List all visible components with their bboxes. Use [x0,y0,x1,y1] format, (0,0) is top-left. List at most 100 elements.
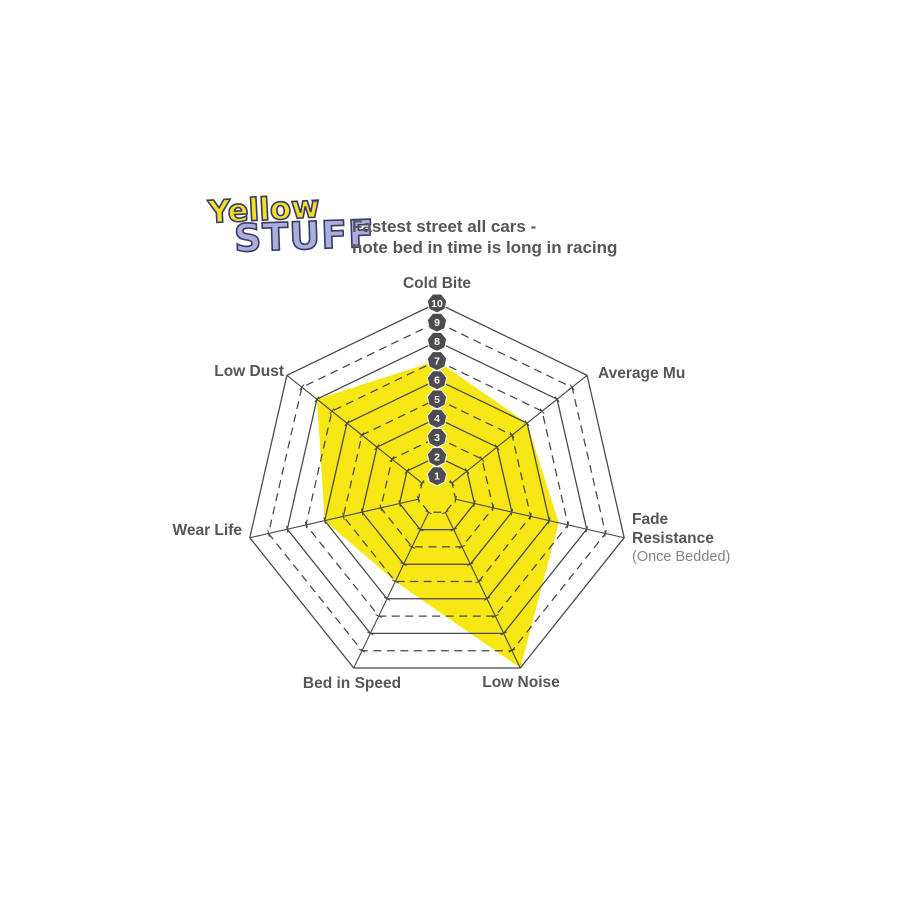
axis-tick [508,648,516,653]
axis-tick [404,468,410,475]
axis-tick [367,631,374,636]
axis-tick [494,444,500,451]
scale-badge-4 [426,408,448,429]
axis-label-line: Cold Bite [402,275,472,292]
axis-tick [473,500,476,507]
axis-tick [464,468,470,475]
axis-label-low-dust: Low Dust [214,362,284,381]
scale-badge-8 [426,331,448,352]
axis-tick [548,517,551,525]
grid-ring-level-7 [305,359,569,617]
scale-badge-label-8: 8 [434,336,440,348]
axis-tick [458,544,466,549]
axis-label-line: Resistance [632,530,714,547]
axis-tick [383,596,391,601]
axis-tick [417,527,424,532]
scale-badge-6 [426,370,448,391]
axis-label-line: Low Dust [214,363,284,380]
scale-badge-1 [426,466,448,487]
axis-tick [585,525,588,533]
axis-tick [299,384,305,391]
axis-tick [314,396,320,403]
axis-tick [374,444,380,451]
axis-spoke-4 [353,512,430,669]
axis-label-bed-in-speed: Bed in Speed [303,674,401,693]
axis-label-average-mu: Average Mu [598,364,685,383]
axis-spoke-5 [249,498,419,539]
axis-tick [389,456,395,463]
grid-ring-level-5 [342,398,532,583]
scale-badge-label-4: 4 [434,413,440,425]
scale-badge-label-9: 9 [434,317,440,329]
axis-tick [379,504,383,512]
axis-tick [492,614,499,619]
grid-ring-level-1 [417,475,457,513]
axis-tick [425,510,432,515]
axis-label-line: Bed in Speed [302,675,402,692]
axis-tick [529,512,532,520]
axis-tick [524,420,530,427]
axis-tick [323,517,326,525]
grid-ring-level-3 [380,436,494,548]
axis-tick [359,432,365,439]
scale-badge-label-3: 3 [434,432,440,444]
axis-label-fade-resistance: Fade Resistance (Once Bedded) [632,510,730,567]
axis-tick [329,408,335,415]
axis-tick [509,432,515,439]
scale-badge-10 [426,293,448,314]
scale-badge-3 [426,427,448,448]
axis-tick [358,648,366,653]
axis-tick [454,495,457,503]
grid-ring-level-8 [286,340,588,635]
axis-tick [510,508,514,516]
axis-tick [304,521,308,529]
scale-badge-5 [426,389,448,410]
axis-tick [267,530,270,537]
axis-tick [342,512,345,520]
scale-badge-label-1: 1 [434,471,440,483]
scale-badge-label-2: 2 [434,451,440,463]
axis-tick [398,500,401,507]
axis-tick [419,480,425,486]
axis-tick [449,480,455,486]
axis-tick [479,456,485,463]
axis-label-cold-bite: Cold Bite [403,274,471,293]
scale-badge-2 [426,447,448,468]
axis-tick [286,525,289,533]
axis-tick [500,631,507,636]
grid-ring-level-4 [361,417,513,565]
trademark-symbol: ™ [310,198,319,208]
yellowstuff-logo: Yellow ™ STUFF [198,188,376,276]
axis-label-line: Low Noise [482,674,560,691]
axis-tick [554,396,560,403]
axis-label-line: Wear Life [172,522,243,539]
axis-tick [442,510,449,515]
axis-tick [539,408,545,415]
axis-tick [475,579,482,584]
scale-badge-label-10: 10 [431,298,443,310]
axis-spoke-2 [455,498,625,539]
axis-tick [604,530,607,537]
axis-tick [450,527,457,532]
axis-tick [467,562,474,567]
axis-tick [392,579,399,584]
axis-tick [569,384,575,391]
axis-tick [360,508,364,516]
axis-spoke-6 [286,374,423,484]
grid-ring-level-2 [398,455,476,531]
axis-tick [417,495,420,503]
scale-badge-label-5: 5 [434,394,440,406]
scale-badge-9 [426,312,448,333]
axis-tick [375,614,382,619]
axis-tick [408,544,416,549]
subtitle-line-2: note bed in time is long in racing [352,238,618,257]
axis-label-subtext: (Once Bedded) [632,549,731,565]
axis-label-low-noise: Low Noise [482,673,560,692]
data-polygon [316,360,559,668]
chart-subtitle: Fastest street all cars - note bed in ti… [352,216,617,258]
axis-label-wear-life: Wear Life [173,521,243,540]
scale-badge-7 [426,351,448,372]
grid-ring-level-10 [249,302,625,669]
